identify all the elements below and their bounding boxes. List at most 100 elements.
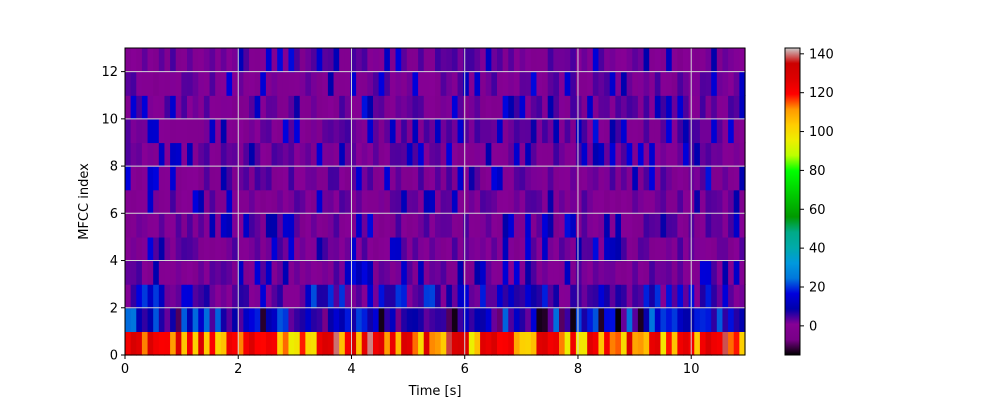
heatmap-cell (187, 213, 194, 238)
heatmap-cell (153, 307, 160, 332)
heatmap-cell (401, 95, 408, 120)
heatmap-cell (451, 95, 459, 120)
heatmap-cell (339, 284, 346, 309)
heatmap-cell (525, 95, 532, 120)
heatmap-cell (570, 95, 577, 120)
heatmap-cell (575, 166, 583, 191)
heatmap-cell (164, 307, 171, 332)
heatmap-cell (468, 166, 476, 191)
heatmap-cell (485, 118, 492, 144)
heatmap-cell (491, 142, 498, 167)
heatmap-cell (474, 213, 481, 238)
heatmap-cell (711, 166, 718, 191)
heatmap-cell (294, 48, 301, 73)
heatmap-cell (547, 213, 554, 238)
heatmap-cell (299, 142, 306, 167)
heatmap-cell (722, 166, 729, 191)
heatmap-cell (389, 118, 397, 144)
heatmap-cell (327, 213, 335, 238)
heatmap-cell (446, 331, 453, 356)
heatmap-cell (215, 95, 222, 120)
heatmap-cell (564, 307, 571, 332)
heatmap-cell (508, 48, 515, 73)
heatmap-cell (254, 118, 261, 144)
heatmap-cell (609, 48, 616, 73)
heatmap-cell (463, 260, 470, 285)
heatmap-cell (389, 213, 397, 238)
heatmap-cell (125, 48, 132, 73)
heatmap-cell (615, 260, 622, 285)
heatmap-cell (621, 48, 628, 73)
heatmap-cell (598, 71, 605, 96)
heatmap-cell (209, 284, 216, 309)
heatmap-cell (333, 95, 340, 120)
heatmap-cell (198, 166, 205, 191)
heatmap-cell (384, 331, 391, 356)
heatmap-cell (339, 307, 346, 332)
heatmap-cell (243, 213, 250, 238)
heatmap-cell (378, 284, 385, 309)
heatmap-cell (265, 260, 273, 285)
heatmap-cell (260, 260, 267, 285)
heatmap-cell (288, 189, 295, 214)
heatmap-cell (187, 166, 194, 191)
heatmap-cell (457, 307, 464, 332)
heatmap-cell (378, 236, 385, 262)
heatmap-cell (491, 307, 498, 332)
heatmap-cell (530, 331, 538, 356)
heatmap-cell (147, 95, 154, 120)
heatmap-cell (547, 71, 554, 96)
heatmap-cell (220, 142, 228, 167)
heatmap-cell (609, 236, 616, 262)
y-tick-label: 6 (110, 207, 118, 222)
heatmap-cell (175, 48, 182, 73)
heatmap-cell (525, 118, 532, 144)
heatmap-cell (203, 71, 211, 96)
heatmap-cell (694, 189, 701, 214)
heatmap-cell (254, 71, 261, 96)
heatmap-cell (575, 307, 583, 332)
heatmap-cell (429, 189, 436, 214)
heatmap-cell (519, 166, 526, 191)
heatmap-cell (311, 213, 318, 238)
heatmap-cell (525, 307, 532, 332)
heatmap-cell (513, 331, 521, 356)
heatmap-cell (722, 71, 729, 96)
heatmap-cell (654, 166, 662, 191)
heatmap-cell (671, 213, 678, 238)
heatmap-cell (175, 331, 182, 356)
heatmap-cell (480, 166, 487, 191)
heatmap-cell (277, 48, 284, 73)
heatmap-cell (327, 307, 335, 332)
heatmap-cell (282, 331, 290, 356)
heatmap-cell (401, 71, 408, 96)
heatmap-cell (136, 71, 143, 96)
heatmap-cell (683, 236, 690, 262)
heatmap-cell (333, 284, 340, 309)
heatmap-cell (587, 71, 594, 96)
colorbar-tick-label: 100 (809, 125, 834, 140)
heatmap-cell (626, 118, 633, 144)
heatmap-cell (435, 284, 442, 309)
heatmap-cell (660, 48, 667, 73)
heatmap-cell (322, 331, 329, 356)
heatmap-cell (705, 284, 712, 309)
heatmap-cell (699, 331, 707, 356)
heatmap-cell (446, 48, 453, 73)
heatmap-cell (660, 166, 667, 191)
heatmap-cell (406, 48, 414, 73)
heatmap-cell (564, 331, 571, 356)
heatmap-cell (683, 189, 690, 214)
heatmap-cell (609, 118, 616, 144)
heatmap-cell (327, 71, 335, 96)
heatmap-cell (575, 331, 583, 356)
heatmap-cell (637, 260, 645, 285)
heatmap-cell (694, 284, 701, 309)
heatmap-cell (232, 189, 239, 214)
heatmap-cell (485, 95, 492, 120)
heatmap-cell (136, 284, 143, 309)
heatmap-cell (322, 142, 329, 167)
heatmap-cell (485, 331, 492, 356)
heatmap-cell (305, 48, 312, 73)
heatmap-cell (480, 260, 487, 285)
